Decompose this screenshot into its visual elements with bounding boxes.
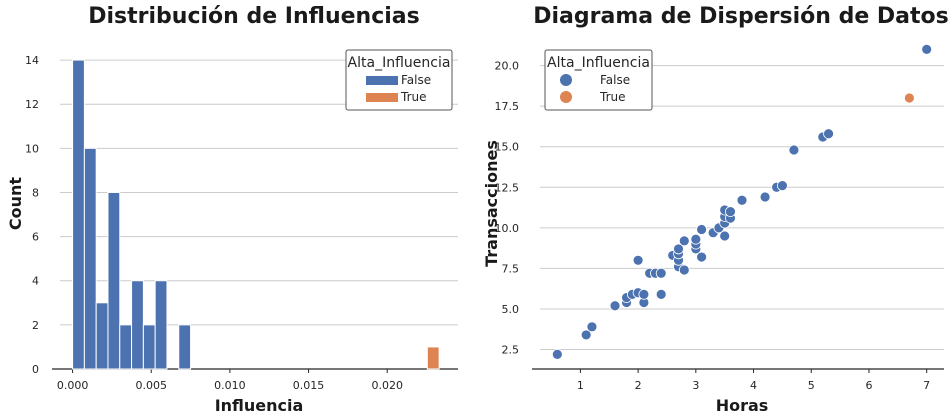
chart-0-xtick-label: 0.020 (371, 379, 403, 392)
chart-0-bar-false (107, 191, 121, 370)
chart-0-ytick-label: 8 (32, 186, 39, 199)
chart-1-point-false (696, 224, 707, 235)
chart-1-xtick-label: 6 (865, 379, 872, 392)
chart-0-xtick-label: 0.005 (135, 379, 167, 392)
chart-0-bar-true (426, 346, 440, 370)
chart-0-bar-false (178, 324, 192, 370)
chart-1-point-false (673, 243, 684, 255)
chart-0-ytick-label: 2 (32, 319, 39, 332)
chart-0-bar-false (95, 302, 109, 370)
chart-1-xtick-label: 7 (923, 379, 930, 392)
chart-1-legend-label: True (599, 90, 626, 104)
chart-1-ytick-label: 10.0 (495, 222, 520, 235)
chart-1-point-false (655, 267, 667, 279)
chart-1-legend: Alta_Influencia False True (544, 49, 653, 111)
chart-1-point-false (678, 264, 690, 276)
chart-0-title: Distribución de Influencias (88, 4, 419, 29)
chart-1-ytick-label: 20.0 (495, 60, 520, 73)
chart-1-point-false (580, 329, 592, 341)
chart-0-ytick-label: 14 (25, 54, 39, 67)
chart-1-xlabel: Horas (716, 396, 769, 415)
chart-0-ytick-label: 10 (25, 142, 39, 155)
chart-1-ytick-label: 15.0 (495, 141, 520, 154)
chart-0-bar-false (142, 324, 156, 370)
chart-1-axes: 2.5 5.0 7.5 10.0 12.5 15.0 17.5 20.0 1 2 3 4 5 6 7 (495, 60, 944, 392)
chart-0-ytick-label: 12 (25, 98, 39, 111)
chart-1-point-false (736, 194, 748, 206)
chart-1-xtick-label: 5 (808, 379, 815, 392)
chart-0-ytick-label: 6 (32, 231, 39, 244)
chart-1-legend-title: Alta_Influencia (547, 55, 650, 71)
chart-1-xtick-label: 2 (635, 379, 642, 392)
chart-0-legend: Alta_Influencia False True (345, 49, 453, 111)
chart-1-xtick-label: 1 (577, 379, 584, 392)
chart-1-title: Diagrama de Dispersión de Datos (533, 4, 949, 29)
chart-1-point-false (696, 251, 707, 263)
chart-1-point-false (609, 300, 621, 312)
chart-1-point-false (551, 348, 563, 360)
chart-1-point-false (823, 128, 834, 140)
chart-1-point-false (788, 144, 800, 156)
chart-0-ytick-label: 0 (32, 363, 39, 376)
chart-1-point-false (655, 288, 667, 300)
chart-1-points (551, 43, 933, 360)
chart-0-legend-label: True (400, 90, 427, 104)
chart-1-point-false (921, 43, 933, 55)
chart-0-xtick-label: 0.015 (293, 379, 325, 392)
chart-1-legend-marker (560, 91, 572, 103)
chart-0-bar-false (119, 324, 133, 370)
chart-1-point-false (678, 235, 690, 247)
chart-1-point-false (777, 180, 788, 192)
chart-0-xtick-label: 0.010 (214, 379, 246, 392)
chart-0-bar-false (131, 280, 144, 370)
chart-1-point-false (632, 254, 644, 266)
chart-1-xtick-label: 4 (750, 379, 757, 392)
chart-1-ytick-label: 17.5 (495, 100, 520, 113)
chart-0-legend-title: Alta_Influencia (348, 55, 451, 71)
chart-1-point-false (586, 321, 598, 333)
chart-1-ytick-label: 12.5 (495, 181, 520, 194)
chart-1-legend-label: False (600, 73, 630, 87)
chart-1-ytick-label: 7.5 (502, 262, 520, 275)
chart-1-point-false (719, 230, 731, 242)
chart-0-ytick-label: 4 (32, 275, 39, 288)
chart-1-ylabel: Transacciones (482, 140, 501, 267)
chart-1-ytick-label: 2.5 (502, 344, 520, 357)
chart-0-bar-false (72, 59, 85, 370)
chart-1-point-false (725, 206, 736, 218)
chart-1-point-false (759, 191, 771, 203)
chart-0-xlabel: Influencia (215, 396, 304, 415)
chart-0-legend-swatch (366, 76, 398, 85)
chart-0-ylabel: Count (6, 177, 25, 231)
chart-0-bars (72, 59, 440, 370)
chart-1-point-false (638, 288, 650, 300)
chart-1-ytick-label: 5.0 (502, 303, 520, 316)
chart-1-legend-box (544, 49, 653, 111)
chart-1-legend-marker (560, 74, 572, 86)
chart-0-xtick-label: 0.000 (57, 379, 89, 392)
chart-1-point-false (690, 233, 702, 245)
chart-0-legend-swatch (366, 93, 398, 102)
chart-0-bar-false (154, 280, 168, 370)
chart-1-xtick-label: 3 (692, 379, 699, 392)
chart-0-bar-false (83, 147, 97, 370)
chart-0-axes: 0 2 4 6 8 10 12 14 0.000 0.005 0.010 0.015 0.020 (25, 54, 458, 392)
chart-0-legend-label: False (401, 73, 431, 87)
chart-1-point-true (903, 92, 915, 104)
